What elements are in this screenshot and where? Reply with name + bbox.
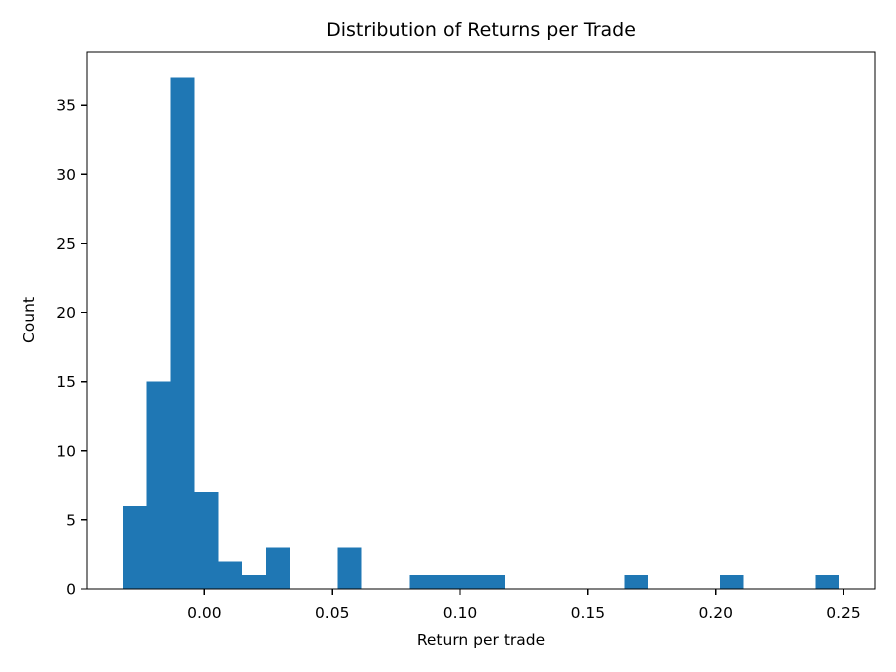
x-tick-label: 0.25 (826, 604, 861, 622)
histogram-bar (194, 492, 219, 589)
histogram-bar (122, 506, 147, 589)
x-tick-label: 0.20 (698, 604, 733, 622)
y-tick-label: 20 (56, 304, 76, 322)
x-tick-label: 0.00 (187, 604, 222, 622)
y-tick-label: 0 (66, 581, 76, 599)
histogram-bar (719, 575, 744, 589)
histogram-bar (624, 575, 649, 589)
x-axis-label: Return per trade (416, 631, 546, 649)
y-tick-label: 35 (56, 97, 76, 115)
chart-title: Distribution of Returns per Trade (326, 19, 636, 41)
histogram-bar (409, 575, 434, 589)
x-tick-label: 0.05 (315, 604, 350, 622)
y-tick-label: 30 (56, 166, 76, 184)
histogram-bar (218, 561, 243, 589)
histogram-bar (433, 575, 458, 589)
y-tick-label: 5 (66, 511, 76, 529)
histogram-bar (457, 575, 481, 589)
histogram-bar (170, 77, 195, 589)
x-tick-label: 0.15 (571, 604, 606, 622)
histogram-bar (815, 575, 840, 589)
y-tick-label: 15 (56, 373, 76, 391)
histogram-bar (266, 547, 290, 589)
axes-frame (86, 51, 876, 590)
histogram-bar (481, 575, 505, 589)
histogram-bar (146, 381, 171, 589)
y-tick-label: 10 (56, 442, 76, 460)
histogram-bar (337, 547, 362, 589)
y-tick-label: 25 (56, 235, 76, 253)
x-tick-label: 0.10 (443, 604, 478, 622)
histogram-bar (242, 575, 267, 589)
y-axis-label: Count (20, 296, 38, 344)
